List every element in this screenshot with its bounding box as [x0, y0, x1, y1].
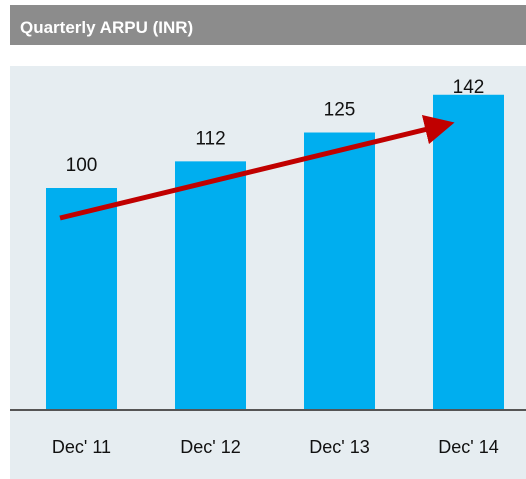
value-label: 100: [66, 155, 98, 176]
bar: [433, 94, 504, 410]
chart-title: Quarterly ARPU (INR): [20, 18, 193, 37]
x-tick-label: Dec' 11: [52, 437, 111, 457]
x-tick-label: Dec' 13: [309, 437, 369, 457]
value-label: 112: [195, 128, 225, 149]
x-tick-label: Dec' 14: [438, 437, 498, 457]
value-label: 142: [453, 77, 485, 98]
bars: [46, 94, 504, 410]
bar: [46, 188, 117, 410]
title-bar: [10, 5, 526, 45]
trend-arrow: [59, 114, 455, 221]
bar: [175, 161, 246, 410]
x-tick-label: Dec' 12: [180, 437, 240, 457]
value-label: 125: [324, 100, 356, 121]
bar: [304, 132, 375, 410]
